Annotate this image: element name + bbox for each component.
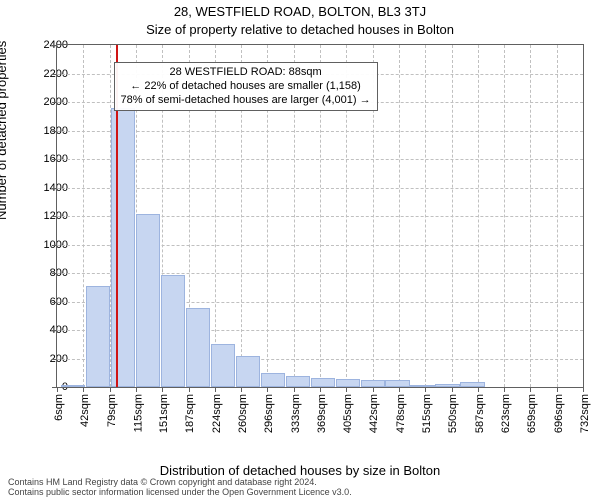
x-tick-label: 151sqm <box>158 394 170 433</box>
x-tick-mark <box>215 387 216 392</box>
x-tick-label: 515sqm <box>421 394 433 433</box>
histogram-bar <box>261 373 285 387</box>
annotation-box: 28 WESTFIELD ROAD: 88sqm← 22% of detache… <box>114 62 378 111</box>
histogram-bar <box>111 108 135 387</box>
x-tick-mark <box>504 387 505 392</box>
y-tick-mark <box>52 273 57 274</box>
x-tick-label: 42sqm <box>79 394 91 427</box>
x-tick-label: 405sqm <box>342 394 354 433</box>
histogram-bar <box>211 344 235 387</box>
y-tick-mark <box>52 102 57 103</box>
y-tick-mark <box>52 131 57 132</box>
x-tick-mark <box>530 387 531 392</box>
x-tick-label: 550sqm <box>448 394 460 433</box>
annotation-line-2: ← 22% of detached houses are smaller (1,… <box>121 80 371 94</box>
x-tick-mark <box>346 387 347 392</box>
x-tick-mark <box>399 387 400 392</box>
histogram-bar <box>136 214 160 387</box>
y-tick-mark <box>52 159 57 160</box>
page-root: 28, WESTFIELD ROAD, BOLTON, BL3 3TJ Size… <box>0 0 600 500</box>
y-tick-mark <box>52 216 57 217</box>
gridline-vertical <box>399 45 400 387</box>
histogram-bar <box>361 380 385 387</box>
histogram-bar <box>336 379 360 387</box>
x-tick-label: 478sqm <box>395 394 407 433</box>
annotation-line-1: 28 WESTFIELD ROAD: 88sqm <box>121 66 371 80</box>
x-tick-mark <box>373 387 374 392</box>
x-tick-label: 79sqm <box>106 394 118 427</box>
x-tick-mark <box>57 387 58 392</box>
y-tick-mark <box>52 74 57 75</box>
footer-line-2: Contains public sector information licen… <box>8 488 592 498</box>
gridline-vertical <box>425 45 426 387</box>
gridline-vertical <box>452 45 453 387</box>
x-axis-title: Distribution of detached houses by size … <box>0 463 600 478</box>
x-tick-label: 442sqm <box>369 394 381 433</box>
x-tick-mark <box>320 387 321 392</box>
x-tick-label: 623sqm <box>500 394 512 433</box>
y-tick-mark <box>52 302 57 303</box>
histogram-bar <box>236 356 260 387</box>
x-tick-mark <box>241 387 242 392</box>
y-tick-mark <box>52 330 57 331</box>
gridline-vertical <box>83 45 84 387</box>
attribution-footer: Contains HM Land Registry data © Crown c… <box>8 478 592 498</box>
x-tick-mark <box>189 387 190 392</box>
x-tick-label: 115sqm <box>132 394 144 432</box>
chart-main-title: 28, WESTFIELD ROAD, BOLTON, BL3 3TJ <box>0 4 600 19</box>
x-tick-label: 333sqm <box>290 394 302 433</box>
x-tick-mark <box>478 387 479 392</box>
y-tick-mark <box>52 188 57 189</box>
x-tick-label: 6sqm <box>53 394 65 421</box>
histogram-bar <box>311 378 335 387</box>
x-tick-label: 696sqm <box>553 394 565 433</box>
x-tick-label: 187sqm <box>185 394 197 433</box>
x-tick-mark <box>557 387 558 392</box>
chart-sub-title: Size of property relative to detached ho… <box>0 22 600 37</box>
histogram-bar <box>161 275 185 387</box>
y-tick-mark <box>52 245 57 246</box>
x-tick-label: 369sqm <box>316 394 328 433</box>
y-axis-title: Number of detached properties <box>0 41 9 220</box>
gridline-vertical <box>557 45 558 387</box>
gridline-vertical <box>530 45 531 387</box>
y-tick-mark <box>52 45 57 46</box>
x-tick-mark <box>267 387 268 392</box>
x-tick-mark <box>452 387 453 392</box>
histogram-bar <box>410 385 434 387</box>
plot-area: 28 WESTFIELD ROAD: 88sqm← 22% of detache… <box>56 44 584 388</box>
x-tick-mark <box>294 387 295 392</box>
x-tick-mark <box>83 387 84 392</box>
x-tick-label: 296sqm <box>263 394 275 433</box>
annotation-line-3: 78% of semi-detached houses are larger (… <box>121 94 371 108</box>
x-tick-label: 732sqm <box>579 394 591 433</box>
x-tick-label: 260sqm <box>237 394 249 433</box>
histogram-bar <box>385 380 409 387</box>
x-tick-mark <box>583 387 584 392</box>
x-tick-label: 224sqm <box>211 394 223 433</box>
histogram-bar <box>435 384 459 387</box>
histogram-bar <box>286 376 310 387</box>
x-tick-label: 587sqm <box>474 394 486 433</box>
x-tick-mark <box>110 387 111 392</box>
y-tick-mark <box>52 359 57 360</box>
x-tick-label: 659sqm <box>526 394 538 433</box>
histogram-bar <box>61 385 85 387</box>
x-tick-mark <box>425 387 426 392</box>
x-tick-mark <box>136 387 137 392</box>
histogram-bar <box>460 382 484 387</box>
histogram-bar <box>186 308 210 387</box>
gridline-vertical <box>504 45 505 387</box>
gridline-vertical <box>478 45 479 387</box>
histogram-bar <box>86 286 110 387</box>
x-tick-mark <box>162 387 163 392</box>
